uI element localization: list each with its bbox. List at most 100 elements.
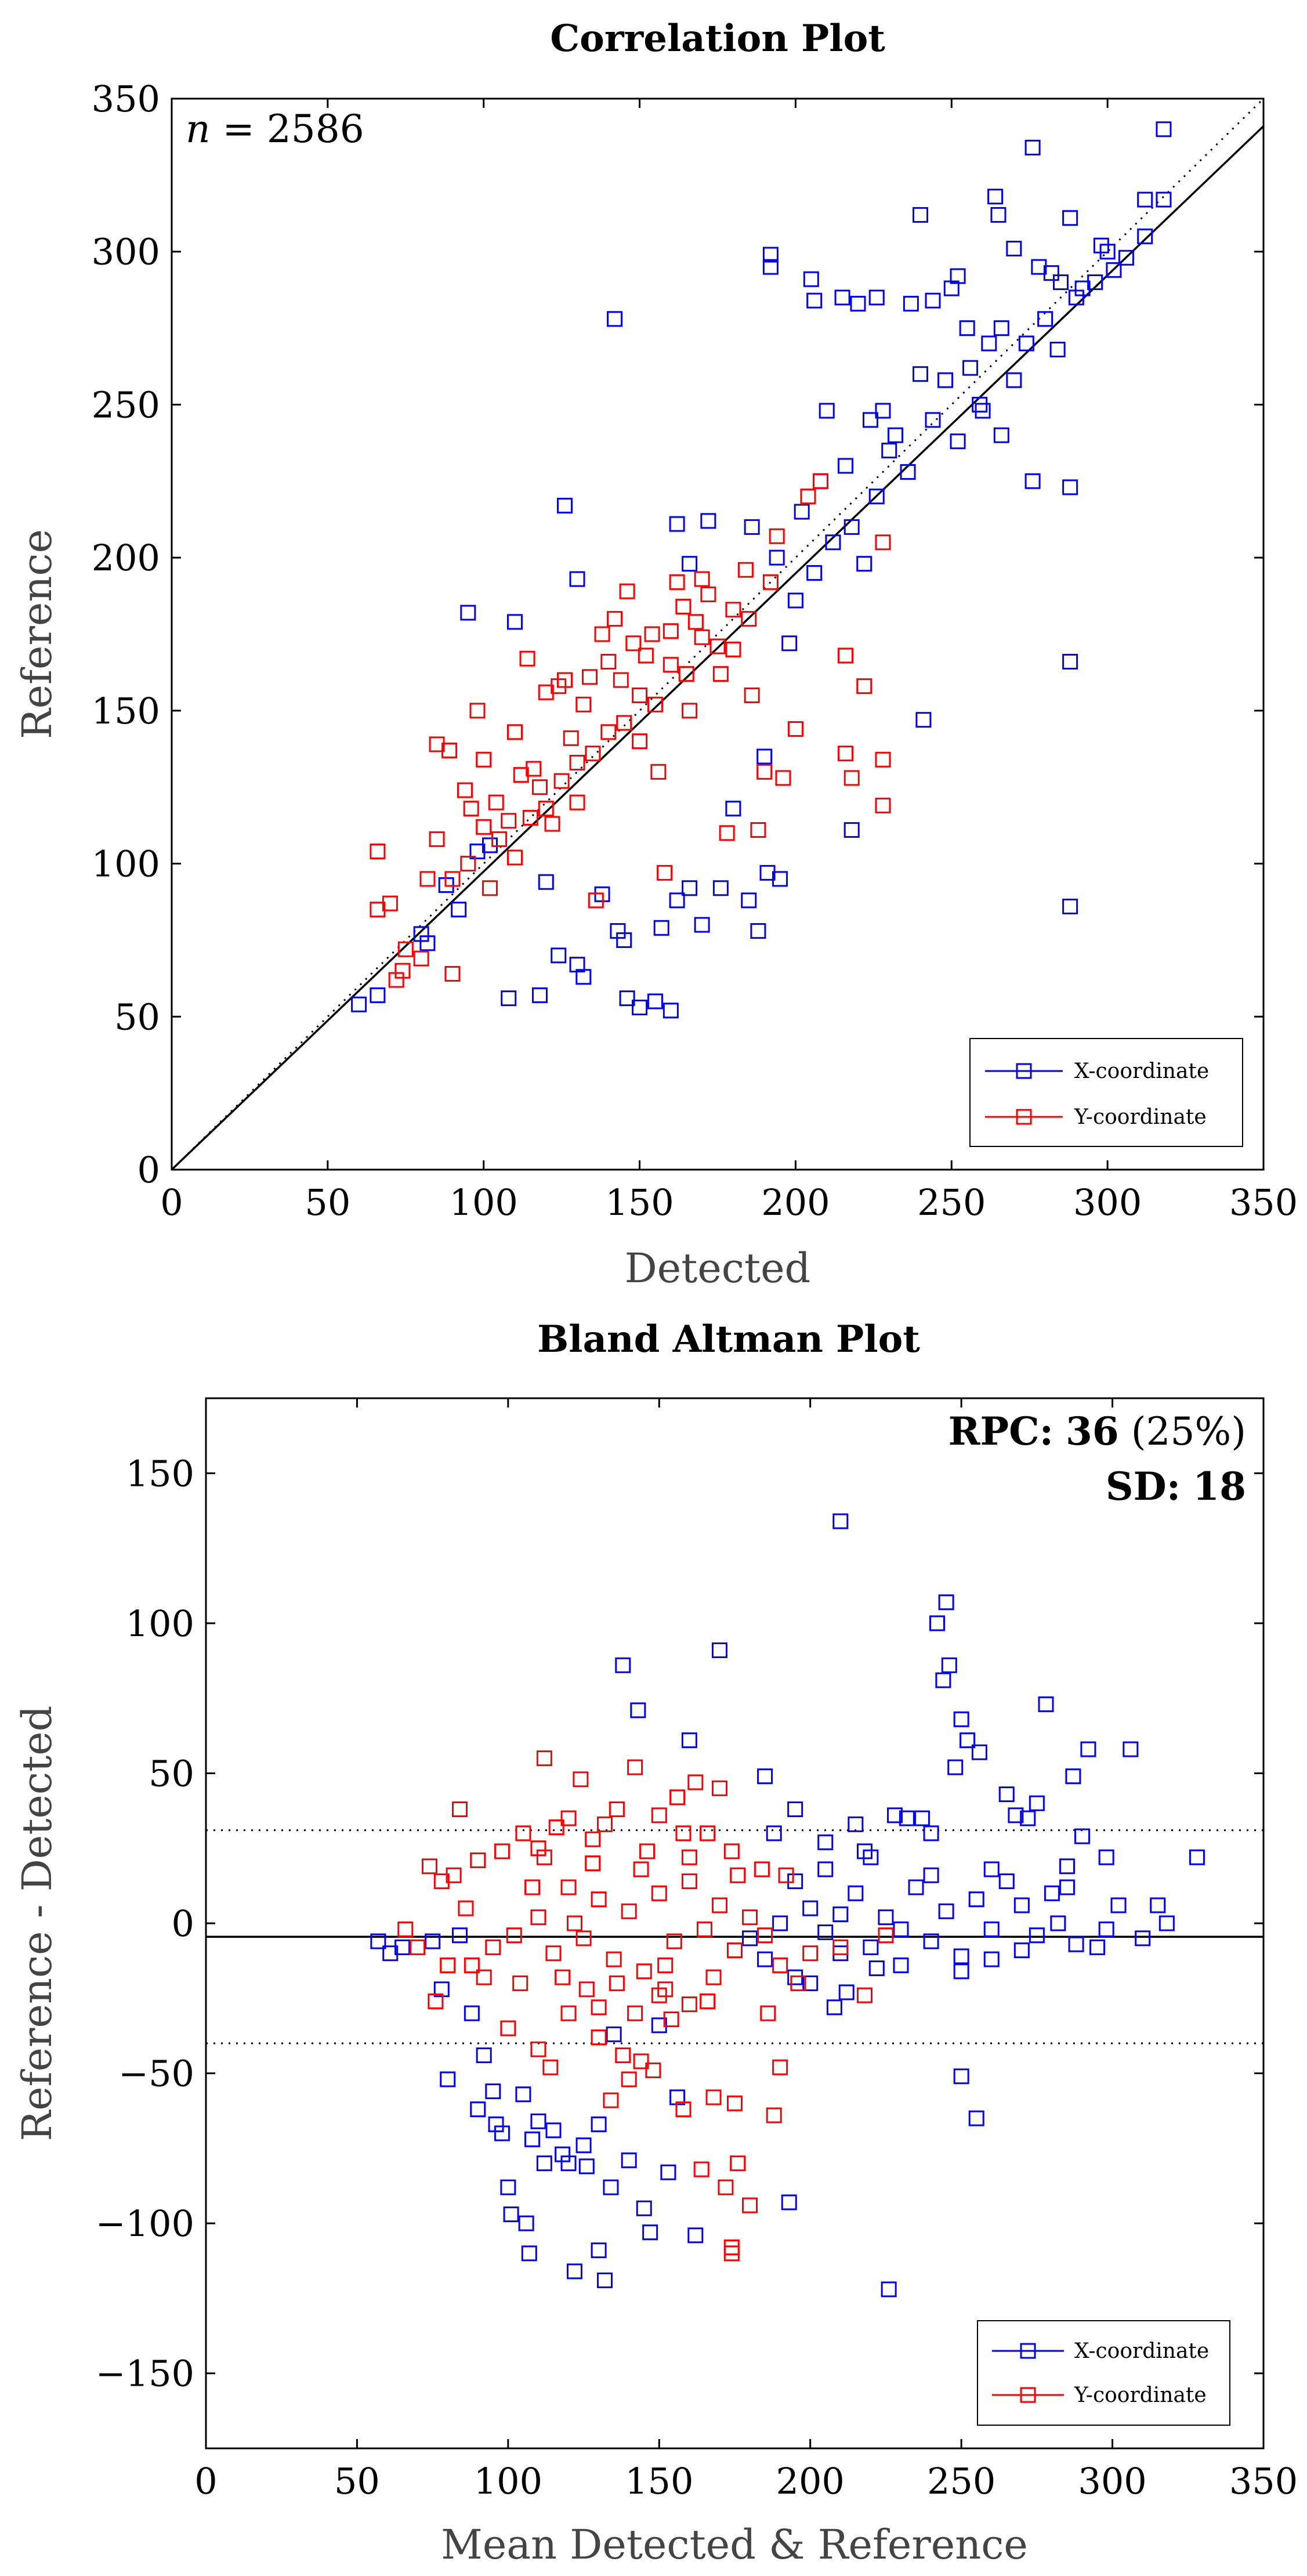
y-coordinate-point: [410, 1939, 426, 1955]
y-coordinate-point: [727, 2095, 743, 2111]
y-coordinate-point: [481, 880, 498, 896]
y-coordinate-point: [694, 571, 710, 587]
y-coordinate-point: [693, 2161, 709, 2177]
correlation-plot-frame: [171, 97, 1265, 1171]
y-coordinate-point: [723, 2245, 740, 2262]
y-coordinate-point: [619, 583, 635, 599]
x-coordinate-point: [987, 189, 1004, 205]
x-coordinate-point: [766, 1825, 782, 1841]
x-coordinate-point: [878, 1909, 894, 1926]
y-coordinate-point: [650, 764, 667, 780]
y-coordinate-point: [627, 2005, 643, 2021]
x-coordinate-point: [500, 2179, 516, 2195]
x-coordinate-point: [1098, 1921, 1114, 1937]
bland-altman-plot-lines: [206, 1829, 1263, 2045]
y-coordinate-point: [522, 809, 538, 826]
x-coordinate-point: [1008, 1807, 1024, 1824]
x-coordinate-point: [1062, 210, 1078, 226]
x-coordinate-point: [832, 1945, 849, 1962]
x-coordinate-point: [899, 1810, 915, 1826]
y-coordinate-point: [682, 703, 698, 719]
y-coordinate-point: [621, 1903, 637, 1919]
x-coordinate-point: [998, 1786, 1015, 1803]
y-coordinate-point: [621, 2071, 637, 2087]
y-coordinate-point: [464, 1957, 480, 1973]
sd-label: SD:: [1106, 1464, 1181, 1509]
y-coordinate-point: [476, 751, 492, 768]
x-coordinate-point: [843, 519, 860, 535]
y-coordinate-point: [560, 1879, 577, 1895]
x-coordinate-point: [578, 2158, 595, 2175]
y-coordinate-point: [470, 1852, 486, 1868]
y-coordinate-point: [741, 611, 757, 627]
y-coordinate-point: [837, 647, 853, 664]
x-coordinate-point: [1189, 1849, 1205, 1865]
x-coordinate-point: [947, 1759, 964, 1775]
x-coordinate-point: [452, 1927, 468, 1944]
y-coordinate-point: [657, 864, 673, 881]
y-coordinate-point: [756, 764, 773, 780]
y-coordinate-point: [638, 647, 654, 664]
legend-y-marker: [1016, 1109, 1032, 1125]
legend-x-label: X-coordinate: [1074, 2339, 1209, 2363]
y-coordinate-point: [553, 773, 570, 789]
bland-altman-plot-y-ticks: −150 −100 −50 0 50 100 150: [96, 1452, 1263, 2395]
x-coordinate-point: [615, 1657, 631, 1673]
x-coordinate-point: [660, 2164, 676, 2180]
y-coordinate-point: [718, 2179, 734, 2195]
y-tick-label: 150: [92, 690, 160, 732]
x-coordinate-point: [950, 433, 966, 450]
x-coordinate-point: [742, 1930, 758, 1947]
bland-altman-plot-frame: [205, 1397, 1265, 2450]
x-coordinate-point: [929, 1615, 945, 1631]
x-coordinate-point: [591, 2116, 607, 2132]
y-coordinate-point: [742, 2197, 758, 2213]
x-coordinate-point: [1024, 139, 1041, 155]
y-tick-label: −50: [118, 2053, 194, 2095]
y-coordinate-point: [485, 1939, 501, 1955]
y-coordinate-point: [711, 1780, 727, 1796]
y-coordinate-point: [760, 2005, 776, 2021]
y-coordinate-point: [837, 746, 853, 762]
x-coordinate-point: [1068, 1936, 1084, 1952]
correlation-plot-y-label: Reference: [13, 529, 61, 739]
y-coordinate-point: [538, 801, 554, 817]
x-coordinate-point: [1044, 1885, 1060, 1901]
x-coordinate-point: [826, 1999, 842, 2016]
x-coordinate-point: [1087, 274, 1103, 290]
y-coordinate-point: [506, 1927, 522, 1944]
y-coordinate-point: [394, 963, 411, 979]
y-coordinate-point: [444, 871, 461, 887]
x-coordinate-point: [913, 207, 929, 223]
y-coordinate-point: [566, 1915, 582, 1931]
x-coordinate-point: [569, 571, 585, 587]
x-coordinate-point: [555, 2146, 571, 2162]
x-tick-label: 100: [450, 1181, 518, 1224]
x-coordinate-point: [938, 1594, 954, 1611]
x-coordinate-point: [536, 2155, 552, 2172]
bland-altman-plot: Bland Altman Plot 0 50 100 150 200 250 300 350 …: [13, 1318, 1298, 2568]
x-coordinate-point: [1098, 1849, 1114, 1865]
x-coordinate-point: [937, 372, 954, 388]
x-coordinate-point: [1123, 1741, 1139, 1757]
y-coordinate-point: [458, 1900, 474, 1916]
x-coordinate-point: [750, 923, 766, 939]
x-coordinate-point: [769, 549, 785, 566]
x-coordinate-point: [935, 1672, 951, 1688]
x-coordinate-point: [669, 2089, 686, 2105]
x-coordinate-point: [1059, 1879, 1075, 1895]
x-coordinate-point: [597, 2272, 613, 2288]
y-coordinate-point: [754, 1861, 770, 1877]
legend-box: [977, 2320, 1230, 2426]
y-coordinate-point: [875, 534, 891, 551]
y-coordinate-point: [723, 1843, 740, 1859]
x-coordinate-point: [476, 2047, 492, 2064]
correlation-plot-legend: X-coordinate Y-coordinate: [969, 1038, 1243, 1147]
y-coordinate-point: [705, 1969, 722, 1985]
x-coordinate-point: [560, 2155, 577, 2172]
annotation-n-symbol: n: [186, 107, 211, 151]
x-coordinate-point: [1024, 473, 1041, 489]
x-coordinate-point: [802, 1900, 819, 1916]
x-coordinate-point: [825, 534, 841, 551]
bland-altman-plot-title: Bland Altman Plot: [537, 1318, 920, 1361]
